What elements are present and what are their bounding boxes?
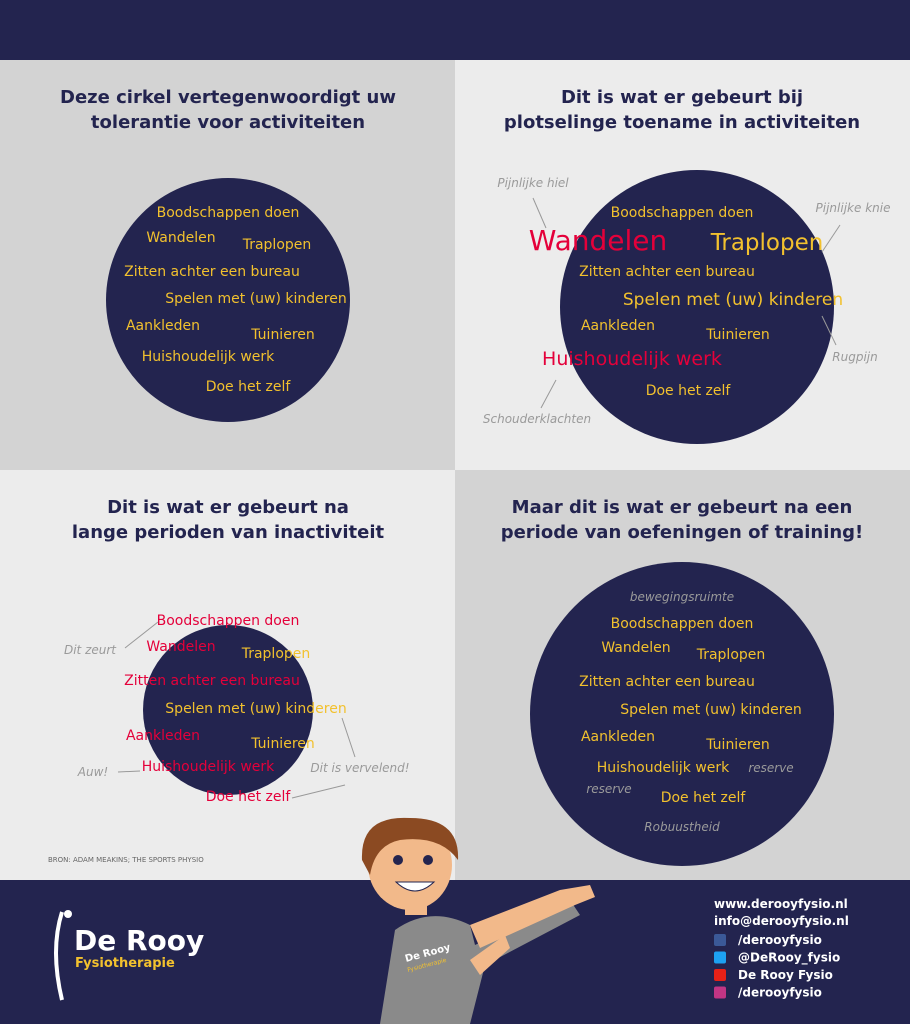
logo: De Rooy Fysiotherapie [54,910,204,1001]
activity: Wandelen [146,639,215,655]
activity: Zitten achter een bureau [124,673,300,689]
panel-title: periode van oefeningen of training! [501,522,864,543]
annotation: Dit is vervelend! [310,761,409,775]
activity: Zitten achter een bureau [579,264,755,280]
activity: Tuinieren [250,327,315,343]
pointer-line [124,621,159,649]
activity: Wandelen [146,230,215,246]
panel-title: Maar dit is wat er gebeurt na een [512,497,853,518]
tolerance-circle [106,178,350,422]
activity: Traplopen [696,647,766,663]
contact: www.derooyfysio.nl [714,897,848,911]
panel-title: Dit is wat er gebeurt na [107,497,349,518]
annotation: Robuustheid [644,820,720,834]
pointer-line [341,717,356,758]
contact: info@derooyfysio.nl [714,914,849,928]
social-handle: /derooyfysio [738,933,822,947]
pointer-line [540,379,557,409]
activity: Zitten achter een bureau [579,674,755,690]
activity: Huishoudelijk werk [597,760,730,776]
activity: Tuinieren [250,736,315,752]
activity: Boodschappen doen [611,616,754,632]
activity: Traplopen [242,237,312,253]
activity: Huishoudelijk werk [542,348,722,370]
logo-mark [54,911,64,1001]
activity: Wandelen [601,640,670,656]
activity: Doe het zelf [661,790,747,806]
tagline: Fysiotherapie [75,956,175,971]
activity: Tuinieren [705,737,770,753]
activity: Tuinieren [705,327,770,343]
pointer-line [821,315,837,346]
activity: Boodschappen doen [157,613,300,629]
activity: Traplopen [241,646,311,662]
pointer-line [532,197,547,229]
annotation: Rugpijn [832,350,877,364]
source: BRON: ADAM MEAKINS; THE SPORTS PHYSIO [48,856,204,864]
top-bar [0,0,910,60]
activity: Doe het zelf [206,789,292,805]
social-icon [714,969,726,981]
activity: Spelen met (uw) kinderen [620,702,801,718]
social-handle: @DeRooy_fysio [738,951,840,966]
panel-title: plotselinge toename in activiteiten [504,112,860,133]
hair [361,817,459,875]
activity: Spelen met (uw) kinderen [165,291,346,307]
activity: Doe het zelf [646,383,732,399]
tolerance-circle [560,170,834,444]
annotation: reserve [748,761,793,775]
social-icon [714,934,726,946]
annotation: Auw! [77,765,108,779]
panel-title: lange perioden van inactiviteit [72,522,385,543]
tolerance-circle [143,625,313,795]
activity: Aankleden [581,318,655,334]
character: De Rooy Fysiotherapie [361,817,595,1024]
logo-dot [64,910,72,918]
activity: Aankleden [126,728,200,744]
tolerance-circle [530,562,834,866]
eye [423,855,433,865]
pointer-line [117,770,141,773]
annotation: Schouderklachten [483,412,591,426]
panel-title: Deze cirkel vertegenwoordigt uw [60,87,396,108]
activity: Boodschappen doen [611,205,754,221]
annotation: bewegingsruimte [630,590,734,604]
annotation: Pijnlijke knie [816,201,891,215]
annotation: Pijnlijke hiel [497,176,569,190]
panel: Maar dit is wat er gebeurt na een periode… [455,470,910,880]
activity: Aankleden [126,318,200,334]
hand [470,935,510,975]
social-icon [714,986,726,999]
activity: Huishoudelijk werk [142,759,275,775]
eye [393,855,403,865]
activity: Zitten achter een bureau [124,264,300,280]
annotation: Dit zeurt [64,643,117,657]
social-handle: /derooyfysio [738,986,822,1000]
panel-title: tolerantie voor activiteiten [91,112,365,133]
social-handle: De Rooy Fysio [738,968,833,982]
activity: Wandelen [529,224,668,257]
activity: Spelen met (uw) kinderen [165,701,346,717]
annotation: reserve [586,782,631,796]
activity: Doe het zelf [206,379,292,395]
activity: Boodschappen doen [157,205,300,221]
activity: Aankleden [581,729,655,745]
activity: Spelen met (uw) kinderen [623,290,843,310]
smile [394,881,436,892]
panel: Dit is wat er gebeurt na lange perioden v… [0,470,455,880]
pointer-line [821,224,841,253]
social-icon [714,951,726,964]
activity: Traplopen [710,230,824,256]
arm [470,885,595,948]
panel-title: Dit is wat er gebeurt bij [561,87,803,108]
activity: Huishoudelijk werk [142,349,275,365]
panel: Dit is wat er gebeurt bij plotselinge toe… [455,60,910,470]
pointer-line [291,784,346,799]
panel: Deze cirkel vertegenwoordigt uw toleranti… [0,60,455,470]
brand: De Rooy [74,924,204,957]
